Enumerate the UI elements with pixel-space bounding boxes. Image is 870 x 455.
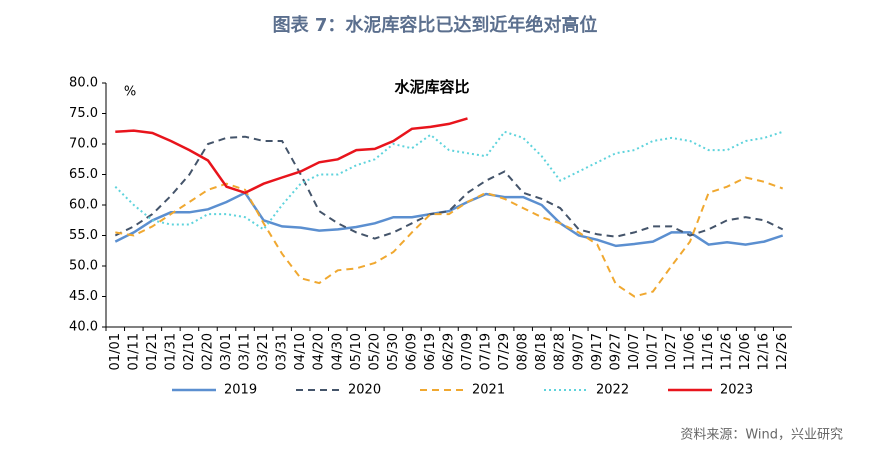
x-tick-label: 10/17 [645,333,660,370]
legend-label: 2020 [348,383,381,398]
y-tick-label: 55.0 [69,228,98,243]
x-tick-label: 05/30 [386,333,401,370]
x-tick-label: 03/11 [238,333,253,370]
series-line [114,191,784,248]
x-tick-label: 07/29 [497,333,512,370]
y-tick-label: 50.0 [69,259,98,274]
x-tick-label: 12/26 [775,333,790,370]
x-tick-label: 08/08 [516,333,531,370]
y-tick-label: 40.0 [69,320,98,335]
x-tick-label: 08/28 [553,333,568,370]
x-tick-label: 01/01 [108,333,123,370]
source-note: 资料来源：Wind，兴业研究 [680,428,843,443]
x-tick-label: 06/19 [423,333,438,370]
x-tick-label: 04/20 [312,333,327,370]
legend-label: 2023 [720,383,753,398]
x-tick-label: 07/09 [460,333,475,370]
x-tick-label: 02/10 [182,333,197,370]
y-tick-label: 60.0 [69,198,98,213]
x-tick-label: 10/27 [664,333,679,370]
y-tick-label: 65.0 [69,167,98,182]
x-tick-label: 03/21 [256,333,271,370]
x-tick-label: 01/11 [126,333,141,370]
x-tick-label: 10/07 [627,333,642,370]
legend-label: 2021 [472,383,505,398]
x-tick-label: 11/16 [701,333,716,370]
x-tick-label: 04/30 [330,333,345,370]
y-axis-unit: % [124,85,136,100]
x-tick-label: 11/06 [683,333,698,370]
series-line [114,130,784,231]
x-tick-label: 07/19 [479,333,494,370]
x-tick-label: 12/16 [757,333,772,370]
x-tick-label: 04/10 [293,333,308,370]
series-line [115,117,468,195]
y-tick-label: 70.0 [69,137,98,152]
x-tick-label: 05/20 [367,333,382,370]
x-tick-label: 06/29 [442,333,457,370]
x-tick-label: 05/10 [349,333,364,370]
x-tick-label: 03/01 [219,333,234,370]
legend-label: 2022 [596,383,629,398]
series-line [115,176,784,298]
x-tick-label: 01/31 [163,333,178,370]
x-tick-label: 09/17 [590,333,605,370]
x-tick-label: 06/09 [404,333,419,370]
chart-title: 图表 7：水泥库容比已达到近年绝对高位 [273,14,598,36]
x-tick-label: 11/26 [720,333,735,370]
x-tick-label: 01/21 [145,333,160,370]
legend-label: 2019 [224,383,257,398]
x-tick-label: 03/31 [275,333,290,370]
x-tick-label: 09/27 [608,333,623,370]
x-tick-label: 12/06 [738,333,753,370]
series-line [114,135,784,240]
x-tick-label: 09/07 [571,333,586,370]
x-tick-label: 08/18 [534,333,549,370]
y-tick-label: 75.0 [69,106,98,121]
x-tick-label: 02/20 [200,333,215,370]
y-tick-label: 45.0 [69,289,98,304]
chart-subtitle: 水泥库容比 [394,78,469,96]
y-tick-label: 80.0 [69,76,98,91]
